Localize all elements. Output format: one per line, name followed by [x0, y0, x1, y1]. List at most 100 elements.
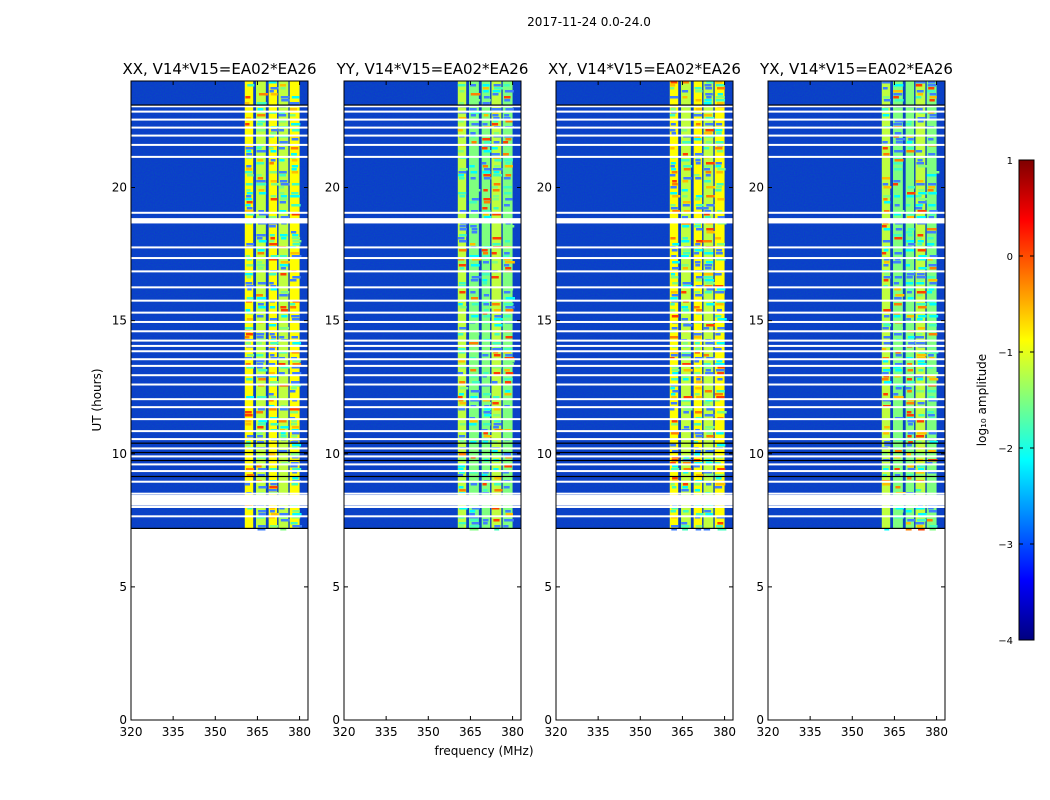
rfi-cell: [269, 525, 279, 528]
rfi-cell: [670, 186, 677, 189]
colorbar-label: log₁₀ amplitude: [975, 354, 989, 446]
rfi-cell: [258, 369, 268, 372]
rfi-cell: [670, 84, 676, 87]
flagged-row: [131, 406, 308, 409]
rfi-cell: [671, 294, 679, 297]
rfi-cell: [694, 423, 702, 426]
rfi-cell: [458, 192, 467, 195]
rfi-cell: [717, 366, 725, 369]
rfi-cell: [257, 177, 264, 180]
dark-row: [768, 451, 945, 454]
x-tick-label: 380: [501, 725, 524, 739]
rfi-cell: [905, 528, 912, 531]
rfi-cell: [494, 528, 500, 531]
flagged-row: [131, 134, 308, 137]
rfi-cell: [246, 117, 252, 120]
rfi-cell: [470, 189, 481, 192]
rfi-cell: [695, 366, 701, 369]
rfi-cell: [883, 375, 890, 378]
rfi-cell: [705, 369, 711, 372]
rfi-cell: [681, 306, 689, 309]
rfi-cell: [716, 171, 723, 174]
rfi-cell: [881, 348, 887, 351]
dark-row: [556, 527, 733, 529]
rfi-cell: [257, 261, 263, 264]
rfi-cell: [929, 303, 937, 306]
rfi-cell: [505, 354, 513, 357]
x-tick-label: 335: [162, 725, 185, 739]
dark-row: [768, 104, 945, 106]
rfi-cell: [694, 249, 703, 252]
rfi-cell: [683, 468, 692, 471]
rfi-cell: [671, 255, 677, 258]
rfi-cell: [716, 132, 722, 135]
rfi-cell: [672, 180, 677, 183]
rfi-cell: [706, 96, 712, 99]
flagged-row: [131, 320, 308, 323]
rfi-cell: [280, 432, 286, 435]
rfi-cell: [469, 255, 480, 258]
dark-row: [768, 475, 945, 478]
rfi-cell: [915, 81, 926, 84]
flagged-row: [556, 143, 733, 146]
rfi-cell: [279, 255, 287, 258]
rfi-cell: [929, 117, 937, 120]
rfi-cell: [705, 483, 712, 486]
rfi-cell: [493, 351, 499, 354]
rfi-cell: [469, 471, 478, 474]
rfi-cell: [471, 120, 478, 123]
rfi-cell: [682, 528, 689, 531]
rfi-cell: [682, 351, 692, 354]
rfi-cell: [459, 102, 464, 105]
rfi-cell: [894, 252, 903, 255]
rfi-cell: [670, 87, 675, 90]
rfi-cell: [882, 483, 891, 486]
rfi-cell: [695, 285, 704, 288]
rfi-cell: [483, 141, 492, 144]
rfi-cell: [696, 207, 705, 210]
flagged-row: [556, 118, 733, 121]
rfi-cell: [706, 324, 716, 327]
rfi-cell: [693, 114, 702, 117]
rfi-cell: [459, 267, 465, 270]
flagged-row: [556, 270, 733, 273]
rfi-cell: [704, 276, 713, 279]
rfi-cell: [717, 522, 724, 525]
rfi-cell: [245, 282, 253, 285]
rfi-cell: [907, 468, 916, 471]
rfi-cell: [716, 243, 725, 246]
rfi-cell: [504, 348, 513, 351]
rfi-cell: [291, 315, 300, 318]
rfi-cell: [694, 360, 700, 363]
rfi-cell: [670, 162, 676, 165]
rfi-cell: [290, 522, 298, 525]
rfi-cell: [905, 231, 913, 234]
rfi-cell: [882, 147, 888, 150]
rfi-cell: [280, 261, 291, 264]
rfi-cell: [893, 333, 902, 336]
flagged-row: [344, 270, 521, 273]
rfi-cell: [469, 159, 479, 162]
rfi-cell: [695, 90, 703, 93]
panel-3: YX, V14*V15=EA02*EA26 320 335 350 365 380 0 5 10…: [749, 60, 953, 739]
rfi-cell: [493, 408, 501, 411]
rfi-cell: [906, 216, 915, 219]
rfi-cell: [245, 147, 254, 150]
rfi-cell: [672, 282, 679, 285]
rfi-cell: [894, 468, 900, 471]
rfi-cell: [928, 87, 935, 90]
flagged-row: [768, 105, 945, 108]
rfi-cell: [671, 249, 678, 252]
rfi-cell: [704, 285, 713, 288]
rfi-cell: [893, 180, 901, 183]
rfi-cell: [670, 297, 678, 300]
flagged-row: [556, 134, 733, 137]
rfi-cell: [884, 441, 892, 444]
rfi-cell: [716, 342, 725, 345]
rfi-cell: [714, 393, 723, 396]
rfi-cell: [669, 336, 679, 339]
rfi-cell: [292, 234, 299, 237]
rfi-cell: [716, 309, 722, 312]
rfi-cell: [894, 195, 901, 198]
rfi-cell: [505, 162, 511, 165]
